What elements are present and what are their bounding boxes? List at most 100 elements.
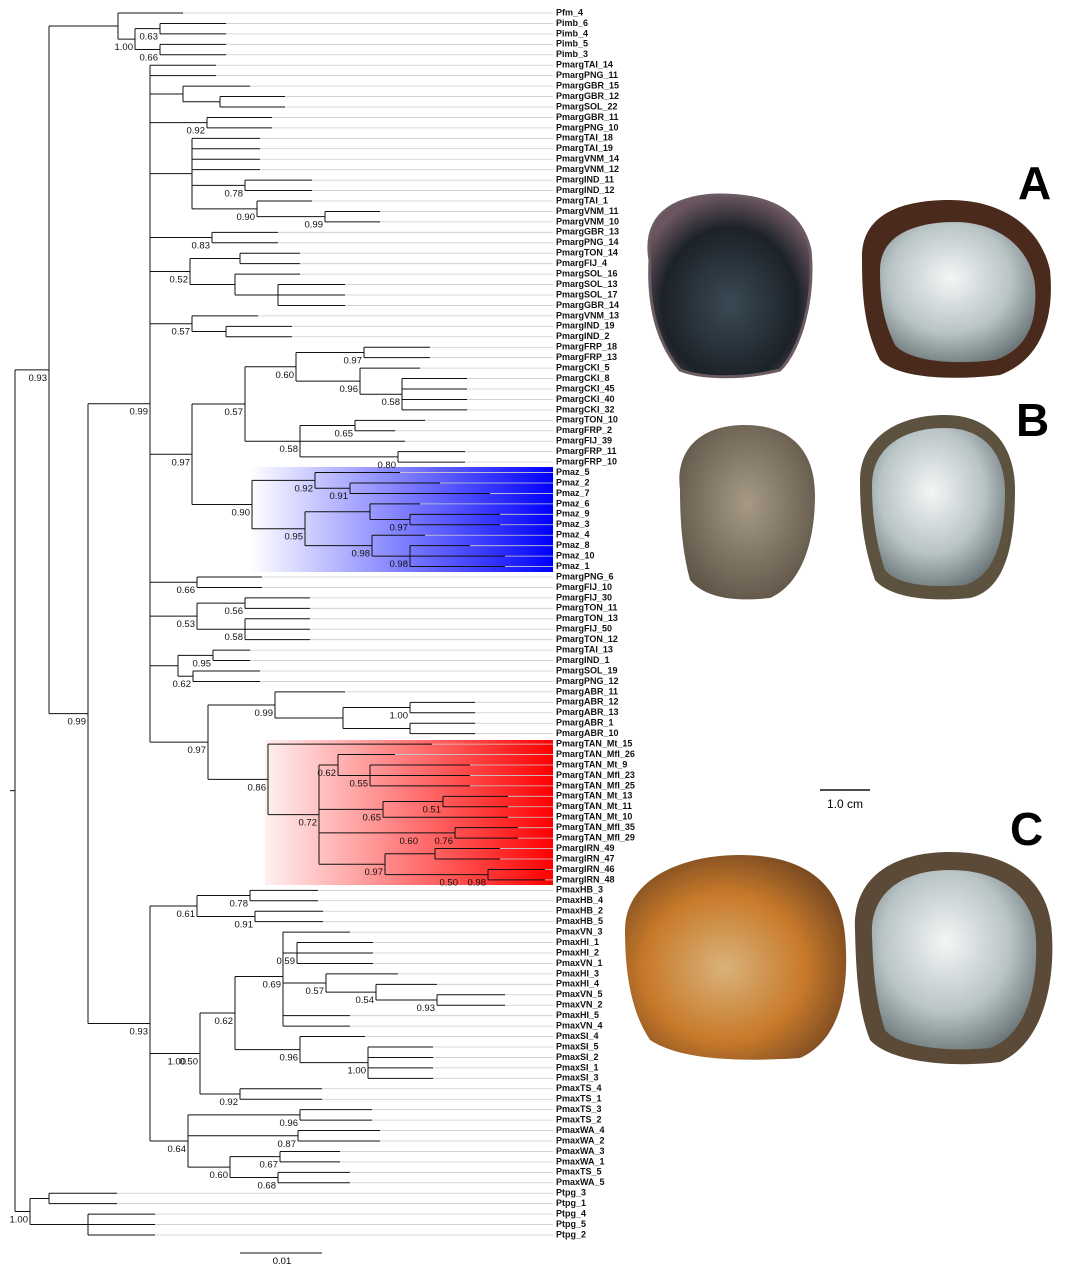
support-value: 0.92	[187, 126, 206, 137]
shell-photos	[625, 195, 1052, 1064]
leaf-label: PmaxVN_3	[556, 926, 603, 936]
leaf-label: PmargIRN_46	[556, 864, 615, 874]
phylogenetic-tree: Pfm_4Pimb_6Pimb_40.63Pimb_5Pimb_30.661.0…	[10, 7, 635, 1239]
support-value: 0.58	[382, 397, 401, 408]
support-value: 0.83	[192, 241, 211, 252]
leaf-label: PmargIND_19	[556, 321, 615, 331]
support-value: 0.99	[68, 717, 87, 728]
leaf-label: PmargGBR_12	[556, 91, 619, 101]
leaf-label: PmargIRN_47	[556, 853, 615, 863]
support-value: 0.95	[285, 532, 304, 543]
support-value: 0.97	[344, 355, 363, 366]
leaf-label: PmargTON_13	[556, 613, 618, 623]
leaf-label: PmaxTS_2	[556, 1114, 602, 1124]
leaf-label: PmargIND_1	[556, 655, 610, 665]
leaf-label: PmaxHI_4	[556, 979, 599, 989]
leaf-label: PmargTAI_1	[556, 195, 608, 205]
support-value: 0.52	[170, 275, 189, 286]
support-value: 0.59	[277, 956, 296, 967]
leaf-label: Pfm_4	[556, 7, 583, 17]
support-value: 0.66	[140, 53, 159, 64]
leaf-label: PmargPNG_14	[556, 237, 619, 247]
leaf-label: PmargTAI_13	[556, 644, 613, 654]
leaf-label: PmargABR_12	[556, 697, 619, 707]
support-value: 0.62	[173, 679, 192, 690]
support-value: 0.67	[260, 1160, 279, 1171]
leaf-label: PmaxSI_5	[556, 1041, 599, 1051]
leaf-label: PmargTAN_Mfl_35	[556, 822, 635, 832]
leaf-label: PmargTAN_Mfl_23	[556, 770, 635, 780]
leaf-label: Ptpg_5	[556, 1219, 586, 1229]
leaf-label: PmargABR_10	[556, 728, 619, 738]
leaf-label: PmargSOL_17	[556, 289, 618, 299]
support-value: 0.60	[400, 836, 419, 847]
support-value: 0.90	[237, 212, 256, 223]
support-value: 0.92	[220, 1097, 239, 1108]
leaf-label: Pimb_3	[556, 49, 588, 59]
leaf-label: PmargABR_11	[556, 686, 618, 696]
panel-label: B	[1016, 394, 1049, 446]
leaf-label: PmargCKI_45	[556, 383, 615, 393]
leaf-label: Pmaz_3	[556, 519, 590, 529]
support-value: 0.66	[177, 585, 196, 596]
figure: Pfm_4Pimb_6Pimb_40.63Pimb_5Pimb_30.661.0…	[0, 0, 1067, 1266]
support-value: 0.98	[468, 878, 487, 889]
leaf-label: PmaxTS_4	[556, 1083, 602, 1093]
leaf-label: PmaxSI_1	[556, 1062, 599, 1072]
leaf-label: PmargFIJ_39	[556, 436, 612, 446]
leaf-label: Pmaz_1	[556, 561, 590, 571]
leaf-label: PmargCKI_8	[556, 373, 610, 383]
leaf-label: PmaxTS_1	[556, 1094, 602, 1104]
leaf-label: PmargTAN_Mfl_25	[556, 780, 635, 790]
support-value: 0.97	[172, 457, 191, 468]
leaf-label: Pmaz_6	[556, 498, 590, 508]
panel-label: C	[1010, 803, 1043, 855]
support-value: 1.00	[168, 1057, 187, 1068]
support-value: 0.96	[340, 384, 359, 395]
leaf-label: PmargTAI_18	[556, 133, 613, 143]
leaf-label: PmaxWA_4	[556, 1125, 605, 1135]
support-value: 0.63	[140, 32, 159, 43]
leaf-label: PmaxHI_2	[556, 947, 599, 957]
leaf-label: PmargTAN_Mfl_26	[556, 749, 635, 759]
leaf-label: PmaxVN_4	[556, 1020, 603, 1030]
leaf-label: PmaxHI_5	[556, 1010, 599, 1020]
support-value: 0.99	[305, 220, 324, 231]
shell-a-interior	[880, 222, 1035, 362]
leaf-label: PmargFRP_10	[556, 456, 617, 466]
tan-irn-highlight	[265, 740, 553, 885]
leaf-label: PmargFIJ_10	[556, 582, 612, 592]
leaf-label: PmargTAN_Mt_13	[556, 791, 632, 801]
leaf-label: PmargTON_11	[556, 603, 617, 613]
support-value: 0.98	[390, 559, 409, 570]
support-value: 0.97	[188, 745, 207, 756]
support-value: 0.86	[248, 782, 267, 793]
leaf-label: PmaxHI_3	[556, 968, 599, 978]
photo-scale-label: 1.0 cm	[827, 797, 863, 811]
support-value: 0.78	[230, 899, 249, 910]
leaf-label: PmargFIJ_50	[556, 624, 612, 634]
leaf-label: PmargSOL_16	[556, 268, 618, 278]
leaf-label: PmargTAN_Mt_9	[556, 759, 627, 769]
leaf-label: PmargGBR_13	[556, 227, 619, 237]
leaf-label: PmargTAN_Mfl_29	[556, 832, 635, 842]
leaf-label: PmargSOL_22	[556, 101, 618, 111]
support-value: 0.93	[130, 1027, 149, 1038]
leaf-label: PmaxVN_2	[556, 1000, 603, 1010]
leaf-label: PmargTAN_Mt_11	[556, 801, 632, 811]
tree-scale-label: 0.01	[273, 1256, 292, 1266]
support-value: 0.57	[306, 986, 325, 997]
leaf-label: PmargGBR_15	[556, 80, 619, 90]
support-value: 0.51	[423, 805, 442, 816]
leaf-label: Ptpg_1	[556, 1198, 586, 1208]
leaf-label: PmaxWA_2	[556, 1135, 605, 1145]
leaf-label: PmargVNM_13	[556, 310, 619, 320]
leaf-label: PmaxTS_5	[556, 1167, 602, 1177]
leaf-label: PmargFIJ_4	[556, 258, 607, 268]
leaf-label: PmaxHI_1	[556, 937, 599, 947]
leaf-label: PmargFRP_2	[556, 425, 612, 435]
leaf-label: PmargGBR_14	[556, 300, 619, 310]
leaf-label: Ptpg_2	[556, 1229, 586, 1239]
support-value: 0.68	[258, 1181, 277, 1192]
panel-label: A	[1018, 157, 1051, 209]
